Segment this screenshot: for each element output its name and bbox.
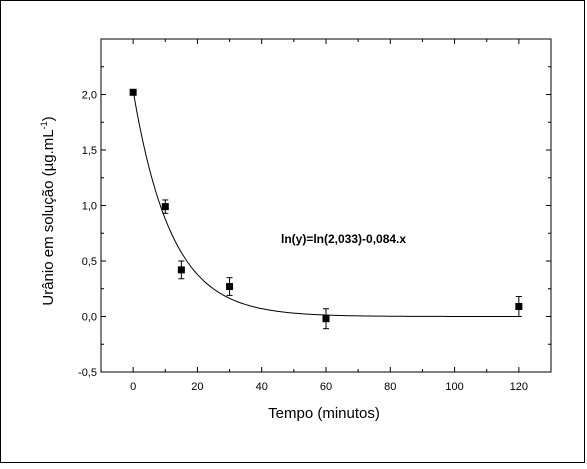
y-axis-label: Urânio em solução (µg.mL-1) xyxy=(39,116,57,305)
data-point xyxy=(322,315,330,323)
fit-curve xyxy=(132,90,519,317)
x-tick-label: 100 xyxy=(445,381,463,393)
y-axis-label-main: Urânio em solução (µg.mL xyxy=(40,129,57,305)
x-tick-label: 20 xyxy=(191,381,203,393)
data-point xyxy=(161,203,169,211)
y-tick-label: 1,0 xyxy=(82,201,97,213)
x-tick-label: 80 xyxy=(384,381,396,393)
x-tick-label: 0 xyxy=(130,381,136,393)
y-tick-label: 1,5 xyxy=(82,145,97,157)
x-axis-label: Tempo (minutos) xyxy=(268,405,380,422)
x-tick-label: 40 xyxy=(256,381,268,393)
data-point xyxy=(177,266,185,274)
x-tick-label: 60 xyxy=(320,381,332,393)
x-tick-label: 120 xyxy=(510,381,528,393)
y-axis-label-superscript: -1 xyxy=(39,121,49,129)
fit-curve-group xyxy=(132,90,519,317)
y-tick-label: 2,0 xyxy=(82,90,97,102)
y-tick-label: 0,0 xyxy=(82,312,97,324)
data-point xyxy=(129,88,137,96)
data-points xyxy=(129,88,523,330)
data-point xyxy=(515,303,523,311)
y-tick-label: -0,5 xyxy=(78,367,97,379)
axis-ticks: 0 20 40 60 80 100 120 -0,5 0,0 0,5 1,0 1,5 2,0 xyxy=(78,39,552,393)
y-tick-label: 0,5 xyxy=(82,256,97,268)
fit-equation-label: ln(y)=ln(2,033)-0,084.x xyxy=(281,232,406,246)
y-axis-label-close: ) xyxy=(40,116,57,121)
data-point xyxy=(226,283,234,291)
